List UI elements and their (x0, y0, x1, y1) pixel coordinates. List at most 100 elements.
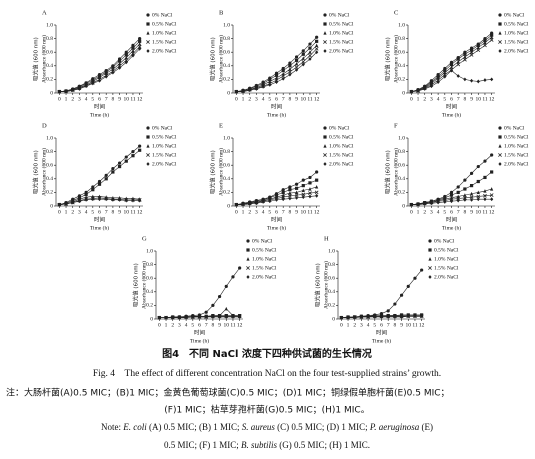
legend-marker (498, 144, 502, 148)
marker (294, 65, 299, 70)
marker (449, 197, 454, 202)
marker (97, 197, 102, 202)
y-tick-label: 0.8 (328, 262, 335, 268)
x-tick-label: 2 (248, 209, 251, 215)
caption-run: 0.5 MIC; (F) 1 MIC; (164, 440, 241, 450)
x-tick-label: 6 (380, 322, 383, 328)
y-tick-label: 0.6 (223, 49, 230, 55)
marker (429, 201, 434, 206)
marker (476, 194, 481, 199)
x-tick-label: 3 (430, 209, 433, 215)
legend-label: 0% NaCl (504, 12, 525, 18)
marker (64, 202, 68, 206)
marker (241, 202, 245, 207)
y-tick-label: 0.2 (46, 77, 53, 83)
marker (288, 185, 292, 189)
marker (353, 315, 357, 320)
y-tick-label: 0.2 (46, 190, 53, 196)
marker (274, 78, 279, 82)
marker (483, 189, 487, 193)
marker (436, 80, 440, 85)
legend-marker (323, 40, 327, 44)
marker (489, 193, 494, 198)
marker (314, 190, 319, 195)
legend-marker (323, 13, 327, 17)
legend-marker (246, 248, 250, 252)
x-tick-label: 10 (301, 96, 307, 102)
panel-label: B (219, 9, 224, 16)
marker (449, 199, 454, 204)
x-tick-label: 1 (165, 322, 168, 328)
marker (416, 202, 420, 207)
x-axis-label: Time (h) (442, 224, 461, 231)
x-tick-label: 3 (178, 322, 181, 328)
panel-label: E (219, 122, 223, 129)
x-tick-label: 11 (307, 96, 313, 102)
caption-note-cn: (F)1 MIC；枯草芽孢杆菌(G)0.5 MIC；(H)1 MIC。 (164, 404, 369, 416)
marker (483, 40, 487, 45)
series-line (59, 38, 140, 92)
legend-marker (498, 49, 502, 53)
marker (308, 191, 312, 195)
x-tick-label: 2 (353, 322, 356, 328)
x-tick-label: 5 (268, 209, 271, 215)
y-tick-label: 0.2 (398, 77, 405, 83)
x-tick-label: 4 (85, 209, 88, 215)
marker (476, 79, 480, 84)
marker (490, 170, 494, 174)
marker (346, 315, 350, 320)
marker (111, 65, 115, 69)
legend-label: 2.0% NaCl (152, 48, 177, 54)
y-axis-label-cn: 吸光值 (600 nm) (132, 263, 140, 307)
x-tick-label: 3 (255, 96, 258, 102)
marker (393, 315, 397, 319)
legend-marker (146, 162, 150, 166)
x-tick-label: 12 (314, 209, 320, 215)
marker (443, 74, 447, 79)
marker (274, 73, 279, 77)
x-axis-label-cn: 时间 (271, 103, 282, 111)
x-tick-label: 5 (91, 96, 94, 102)
legend-marker (146, 126, 150, 130)
x-tick-label: 7 (457, 209, 460, 215)
marker (386, 315, 390, 319)
marker (490, 33, 494, 37)
marker (301, 49, 305, 53)
marker (366, 315, 370, 319)
marker (406, 284, 410, 288)
marker (294, 58, 299, 62)
marker (469, 78, 474, 83)
marker (315, 50, 319, 55)
marker (171, 315, 175, 320)
caption-run: S. aureus (242, 422, 276, 432)
marker (211, 303, 215, 307)
x-tick-label: 5 (91, 209, 94, 215)
legend-label: 1.0% NaCl (152, 30, 177, 36)
marker (124, 198, 128, 203)
marker (416, 89, 420, 93)
marker (137, 44, 142, 49)
marker (483, 159, 487, 163)
y-tick-label: 0 (150, 316, 153, 322)
legend-marker (428, 239, 432, 243)
x-tick-label: 10 (406, 322, 412, 328)
x-tick-label: 3 (255, 209, 258, 215)
y-tick-label: 0.4 (398, 176, 405, 182)
legend-marker (323, 135, 327, 139)
marker (308, 187, 312, 191)
y-axis-label-cn: 吸光值 (600 nm) (384, 150, 392, 194)
legend-marker (428, 248, 432, 252)
marker (420, 314, 424, 319)
legend-marker (498, 162, 502, 166)
y-axis-label: Absorbance (600 nm) (217, 148, 224, 196)
marker (308, 194, 312, 199)
legend-label: 1.5% NaCl (329, 152, 354, 158)
marker (268, 82, 272, 87)
marker (294, 186, 299, 190)
x-tick-label: 9 (118, 96, 121, 102)
marker (261, 84, 265, 89)
marker (490, 153, 494, 157)
marker (131, 198, 135, 203)
marker (315, 43, 319, 47)
marker (268, 199, 272, 204)
